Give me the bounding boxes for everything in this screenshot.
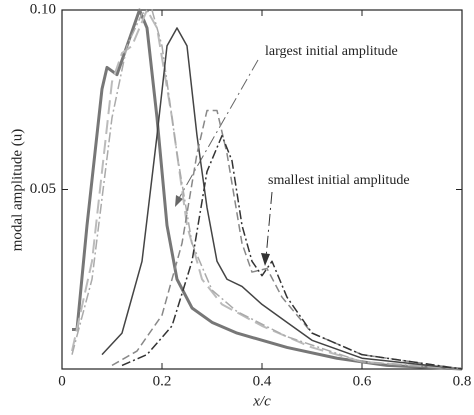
x-axis-label: x/c [252, 393, 271, 409]
annotation: largest initial amplitude [265, 44, 398, 59]
series-line [72, 8, 463, 371]
annotation: smallest initial amplitude [268, 173, 410, 188]
series-line [71, 9, 463, 370]
y-axis-label: modal amplitude (u) [9, 129, 25, 251]
series-line [121, 134, 463, 370]
plot: 0 0.2 0.4 0.6 0.8 0.05 0.10 [30, 1, 472, 389]
x-tick-label: 0.2 [153, 373, 172, 389]
series-line [71, 9, 463, 370]
x-tick-label: 0.6 [353, 373, 372, 389]
series-line [101, 27, 463, 370]
arrowhead [175, 195, 183, 207]
x-tick-label: 0.4 [253, 373, 272, 389]
y-tick-label: 0.05 [30, 181, 56, 197]
x-tick-label: 0 [58, 373, 66, 389]
arrowhead [261, 253, 270, 266]
y-tick-label: 0.10 [30, 1, 56, 17]
arrow [265, 191, 273, 259]
x-tick-label: 0.8 [453, 373, 472, 389]
arrow [177, 59, 259, 201]
series-line [111, 109, 463, 370]
